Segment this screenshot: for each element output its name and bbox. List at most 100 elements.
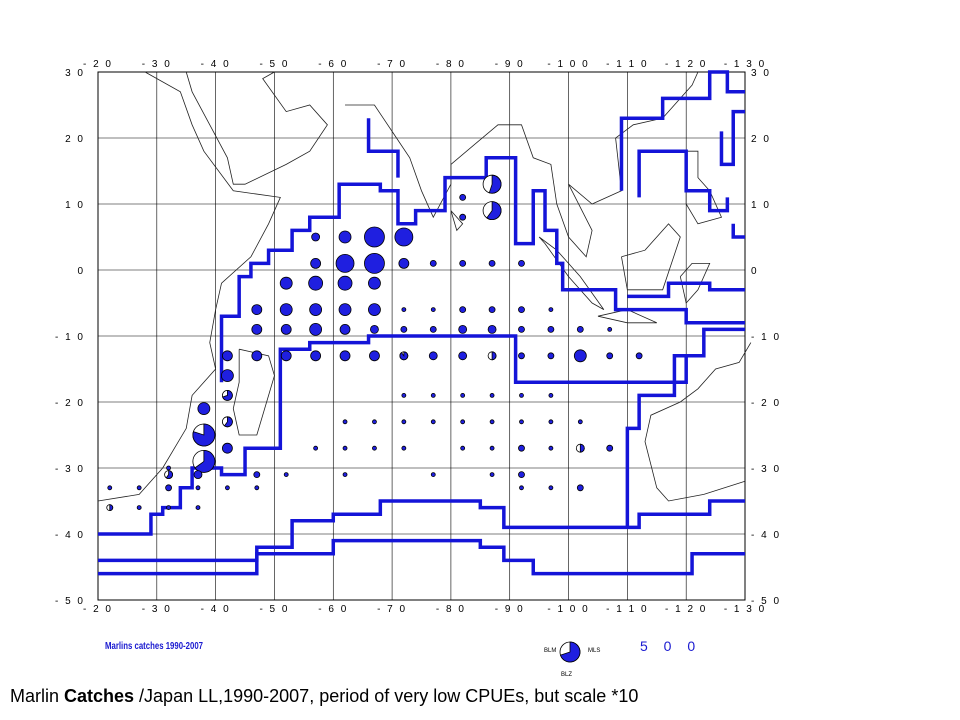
lon-tick-label-top: - 9 0: [495, 59, 525, 70]
catch-pie: [308, 275, 324, 291]
lon-tick-label-bottom: - 1 2 0: [665, 604, 707, 615]
catch-pie: [369, 350, 380, 362]
catch-pie: [459, 306, 467, 314]
catch-pie: [372, 419, 377, 425]
boundary-line: [627, 281, 745, 299]
catch-pie: [309, 322, 323, 336]
lon-tick-label-top: - 1 3 0: [724, 59, 766, 70]
catch-pie: [394, 227, 414, 247]
catch-pie: [548, 392, 554, 398]
catch-pie: [136, 485, 142, 491]
catch-pie-slice: [222, 389, 233, 401]
lat-tick-label-left: 1 0: [65, 200, 85, 211]
coast-segment: [679, 262, 711, 304]
catch-pie: [107, 485, 113, 491]
lat-tick-label-left: 3 0: [65, 68, 85, 79]
catch-pie: [338, 230, 352, 244]
catch-pie: [430, 419, 436, 425]
coast-segment: [450, 210, 464, 232]
catch-pie: [518, 444, 525, 452]
catch-pie: [518, 259, 525, 267]
catch-pie-slice: [486, 201, 502, 220]
lon-tick-label-bottom: - 9 0: [495, 604, 525, 615]
lat-tick-label-left: - 2 0: [55, 398, 85, 409]
catch-pie: [251, 304, 263, 316]
catch-pie-slice: [579, 443, 585, 453]
catch-pie: [337, 275, 353, 291]
lon-tick-label-bottom: - 4 0: [201, 604, 231, 615]
catch-pie: [429, 325, 437, 333]
lat-tick-label-right: 0: [751, 266, 759, 277]
catch-pie: [400, 325, 408, 333]
lat-tick-label-left: - 4 0: [55, 530, 85, 541]
lat-tick-label-right: - 3 0: [751, 464, 781, 475]
catch-pie: [488, 259, 496, 267]
catch-pie: [576, 325, 584, 333]
boundary-line: [219, 156, 745, 383]
catch-pie: [251, 350, 263, 362]
catch-pie: [370, 324, 379, 334]
lon-tick-label-bottom: - 2 0: [83, 604, 113, 615]
catch-pie: [459, 213, 467, 221]
catch-pie: [460, 445, 466, 451]
lon-tick-label-top: - 7 0: [377, 59, 407, 70]
lat-tick-label-right: 1 0: [751, 200, 771, 211]
catch-pie: [309, 303, 323, 317]
catch-pie: [342, 445, 348, 451]
catch-pie: [401, 445, 407, 451]
catch-pie: [221, 442, 233, 454]
catch-pie: [429, 259, 437, 267]
lon-tick-label-top: - 6 0: [318, 59, 348, 70]
catch-pie: [364, 252, 385, 274]
catch-pie: [193, 470, 203, 480]
catch-pie: [606, 444, 614, 452]
lon-tick-label-top: - 3 0: [142, 59, 172, 70]
slide-caption: Marlin Catches /Japan LL,1990-2007, peri…: [10, 686, 638, 707]
axis-ticks: - 2 0 - 2 0 - 3 0 - 3 0 - 4 0 - 4 0 - 5 0 - 5 0…: [55, 59, 781, 615]
catch-pie: [458, 324, 468, 334]
catch-pie: [460, 392, 466, 398]
lat-tick-label-right: - 5 0: [751, 596, 781, 607]
boundary-line: [366, 118, 400, 178]
catch-pie-slice: [399, 351, 409, 361]
legend-key-blm: BLM: [544, 648, 557, 654]
caption-bold: Catches: [64, 686, 135, 706]
coast-segment: [538, 236, 605, 310]
boundary-line: [98, 327, 745, 536]
catch-pie: [518, 325, 525, 333]
lon-tick-label-bottom: - 5 0: [259, 604, 289, 615]
catch-pie: [489, 472, 495, 478]
caption-suffix: /Japan LL,1990-2007, period of very low …: [134, 686, 639, 706]
catch-pie: [166, 505, 171, 511]
catch-pie: [221, 350, 233, 362]
catch-pie: [224, 485, 230, 491]
catch-pie: [401, 307, 407, 313]
catch-pie: [310, 257, 322, 269]
coast-segment: [597, 309, 657, 324]
boundary-line: [619, 70, 745, 191]
catch-pie: [458, 351, 468, 361]
catch-pie: [220, 369, 234, 383]
lat-tick-label-left: 2 0: [65, 134, 85, 145]
catch-pie: [430, 472, 436, 478]
lon-tick-label-bottom: - 8 0: [436, 604, 466, 615]
catch-pie: [547, 352, 555, 360]
boundary-line: [625, 354, 693, 528]
catch-pie: [279, 303, 293, 317]
catch-pie: [280, 350, 292, 362]
lon-tick-label-top: - 2 0: [83, 59, 113, 70]
catch-pie: [428, 351, 438, 361]
catch-pie: [459, 193, 467, 201]
catch-pie: [548, 307, 554, 313]
caption-prefix: Marlin: [10, 686, 65, 706]
catch-pie: [519, 419, 524, 425]
catch-pie: [488, 306, 496, 314]
catch-pie: [254, 485, 260, 491]
lon-tick-label-bottom: - 1 3 0: [724, 604, 766, 615]
catch-pie: [518, 352, 525, 360]
catch-pie: [310, 350, 322, 362]
catch-pie: [548, 485, 554, 491]
catch-pie: [342, 472, 348, 478]
lon-tick-label-top: - 1 1 0: [606, 59, 648, 70]
